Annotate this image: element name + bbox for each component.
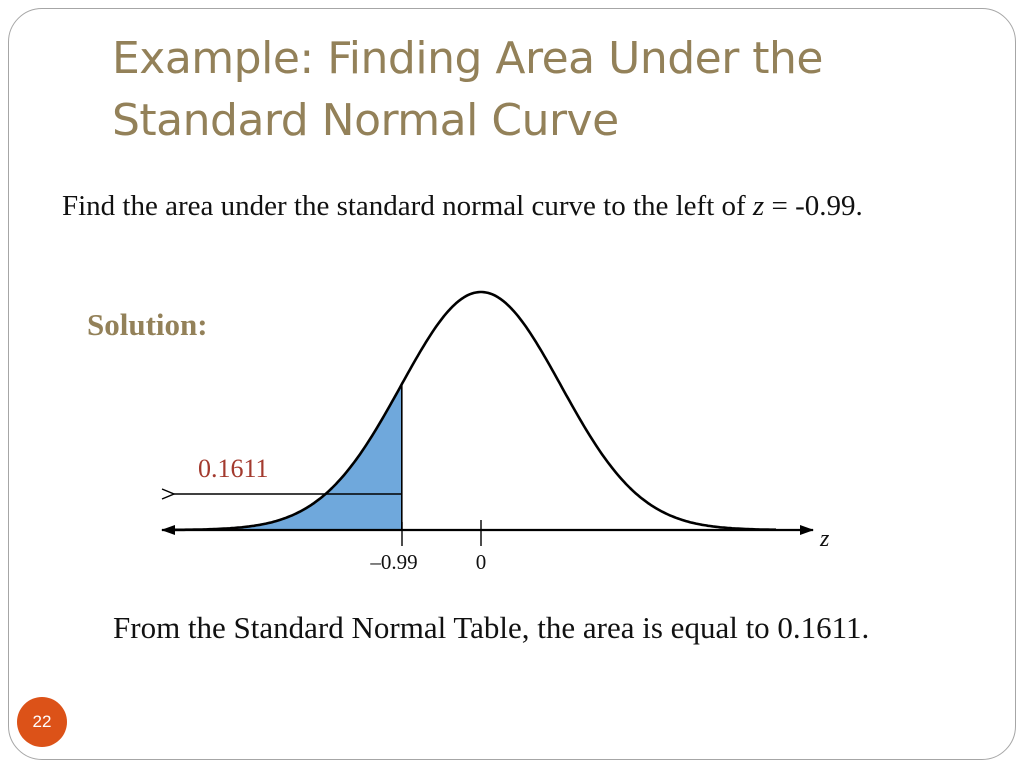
slide-title-line-1: Example: Finding Area Under the bbox=[112, 33, 824, 84]
axis-variable-label: z bbox=[819, 526, 830, 552]
question-text-after: = -0.99. bbox=[764, 190, 863, 222]
normal-curve bbox=[171, 290, 776, 532]
tick-label-boundary: –0.99 bbox=[369, 550, 417, 574]
solution-label: Solution: bbox=[87, 307, 208, 342]
question-variable: z bbox=[752, 190, 765, 222]
slide-title: Example: Finding Area Under the Standard… bbox=[112, 28, 932, 152]
page-number-badge: 22 bbox=[17, 697, 67, 747]
slide-frame bbox=[8, 8, 1016, 760]
tick-label-mean: 0 bbox=[476, 550, 487, 574]
slide-title-line-2: Standard Normal Curve bbox=[112, 95, 619, 146]
question-text: Find the area under the standard normal … bbox=[62, 184, 952, 229]
answer-text: From the Standard Normal Table, the area… bbox=[113, 610, 870, 645]
area-value-label: 0.1611 bbox=[198, 454, 269, 483]
question-text-before: Find the area under the standard normal … bbox=[62, 190, 753, 222]
